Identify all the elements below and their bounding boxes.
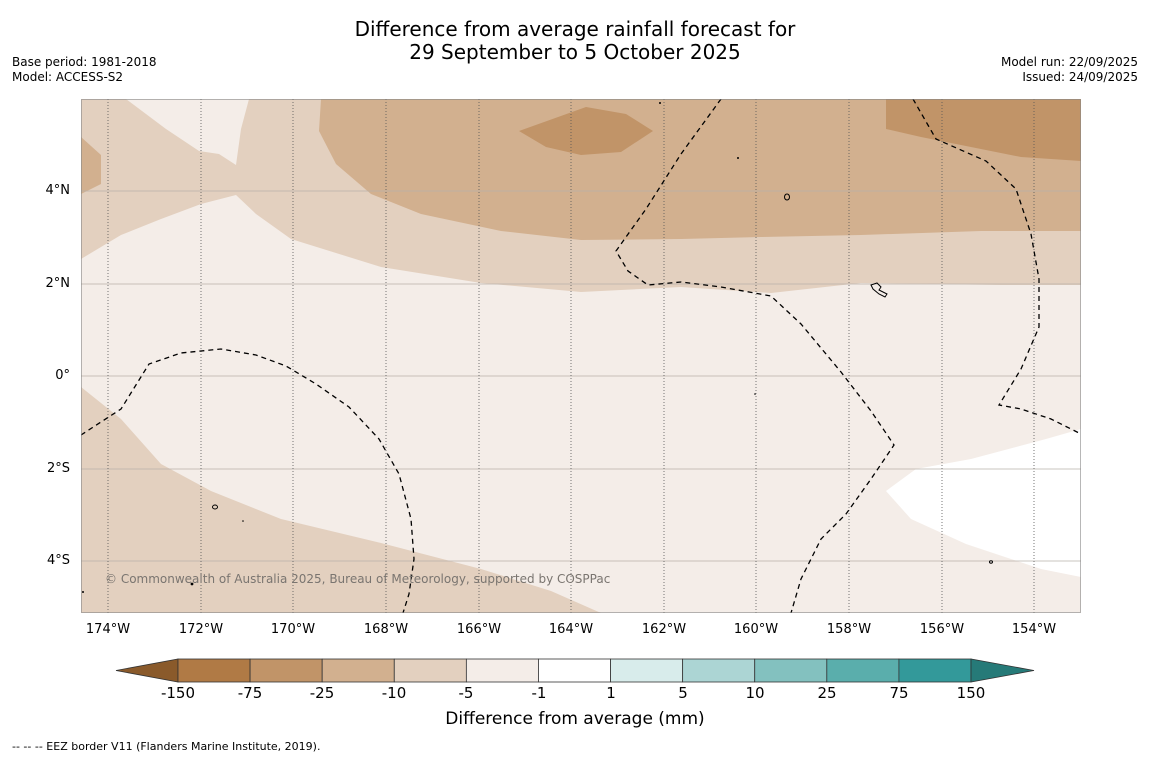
colorbar-cell-1 [177,658,251,683]
colorbar-cell-4 [393,658,467,683]
lat-label-4n: 4°N [45,183,71,198]
lon-label-162w: 162°W [641,622,687,637]
colorbar-cell-5 [465,658,539,683]
colorbar-over-arrow [970,658,1035,683]
eez-borders [81,99,1081,613]
band-moderate-southwest [81,387,601,613]
colorbar [115,658,1035,683]
band-strong-westedge [81,137,101,194]
band-light-pocket [126,99,249,165]
lon-label-172w: 172°W [178,622,224,637]
lat-label-4s: 4°S [46,553,70,568]
colorbar-label-10: 10 [745,684,765,702]
colorbar-label-neg150: -150 [160,684,196,702]
lon-label-168w: 168°W [363,622,409,637]
title-line-2: 29 September to 5 October 2025 [409,40,741,64]
colorbar-label-neg5: -5 [458,684,474,702]
band-heavy-patch-1 [519,107,653,155]
lon-label-156w: 156°W [919,622,965,637]
lon-label-166w: 166°W [456,622,502,637]
colorbar-label-neg75: -75 [237,684,263,702]
lon-label-160w: 160°W [733,622,779,637]
lat-gridlines [81,190,1081,562]
colorbar-cell-3 [321,658,395,683]
lon-label-164w: 164°W [548,622,594,637]
lat-label-0: 0° [55,368,70,383]
model-run-text: Model run: 22/09/2025 [1000,55,1138,69]
band-heavy-patch-2 [886,99,1081,161]
island-dots [82,102,756,593]
colorbar-label-5: 5 [678,684,688,702]
lon-label-170w: 170°W [270,622,316,637]
lat-label-2n: 2°N [45,276,71,291]
colorbar-cells [177,658,972,683]
lon-label-174w: 174°W [85,622,131,637]
copyright-text: © Commonwealth of Australia 2025, Bureau… [105,572,611,586]
colorbar-label-75: 75 [889,684,909,702]
lon-label-158w: 158°W [826,622,872,637]
colorbar-cell-6 [538,658,611,683]
base-period-text: Base period: 1981-2018 [12,55,157,69]
meta-right: Model run: 22/09/2025 Issued: 24/09/2025 [1001,55,1138,85]
colorbar-label-neg25: -25 [309,684,335,702]
colorbar-cell-9 [754,658,828,683]
colorbar-cell-7 [610,658,684,683]
colorbar-title: Difference from average (mm) [445,709,705,729]
colorbar-under-arrow [115,658,179,683]
map-title: Difference from average rainfall forecas… [0,18,1150,64]
colorbar-label-neg1: -1 [531,684,547,702]
colorbar-label-150: 150 [956,684,986,702]
islands [212,193,993,564]
band-neutral-region [886,429,1081,577]
colorbar-cell-2 [249,658,323,683]
colorbar-label-25: 25 [817,684,837,702]
footnote-eez: -- -- -- EEZ border V11 (Flanders Marine… [12,740,321,753]
lat-label-2s: 2°S [46,461,70,476]
rainfall-map [81,99,1081,613]
meta-left: Base period: 1981-2018 Model: ACCESS-S2 [12,55,157,85]
colorbar-cell-8 [682,658,756,683]
colorbar-cell-11 [898,658,972,683]
colorbar-cell-10 [826,658,900,683]
colorbar-label-1: 1 [606,684,616,702]
map-canvas [81,99,1081,613]
band-strong-north [319,99,1081,240]
lon-label-154w: 154°W [1011,622,1057,637]
title-line-1: Difference from average rainfall forecas… [354,17,796,41]
issued-text: Issued: 24/09/2025 [1022,70,1138,84]
model-text: Model: ACCESS-S2 [12,70,124,84]
map-frame [81,99,1081,613]
colorbar-label-neg10: -10 [381,684,407,702]
